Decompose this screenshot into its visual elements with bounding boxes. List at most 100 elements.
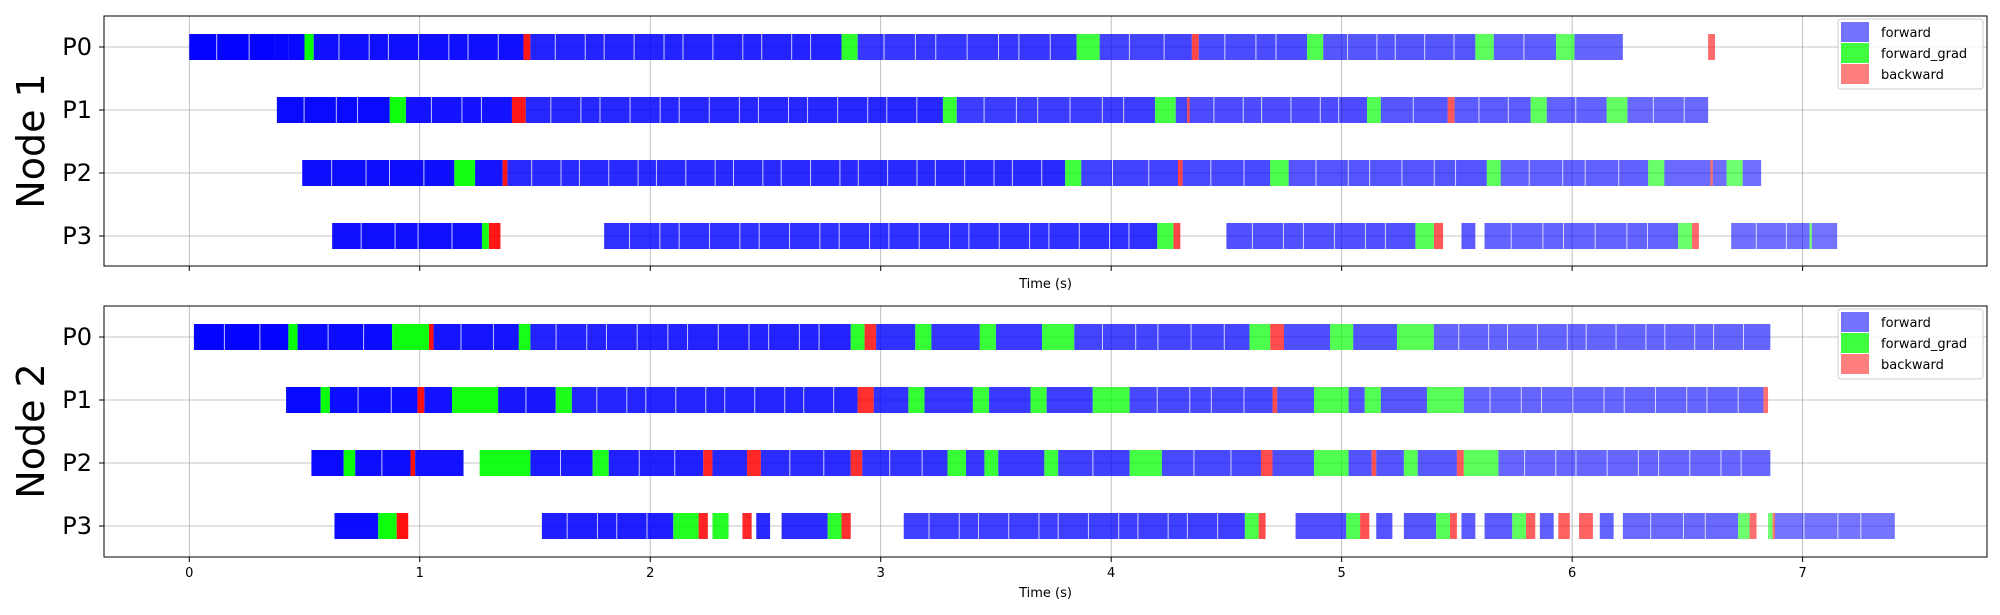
forward-bar [1433,324,1771,350]
forward-bar [1454,97,1531,123]
forward-bar [608,450,704,476]
forward-bar [1380,387,1427,413]
backward-bar [1270,324,1285,350]
backward-bar [742,513,752,539]
backward-bar [1178,160,1183,186]
forward-bar [311,450,344,476]
forward-bar [288,34,305,60]
legend-swatch-forward [1841,312,1869,332]
backward-bar [1258,513,1266,539]
backward-bar [1772,513,1775,539]
forward-bar [931,324,980,350]
forward_grad-bar [304,34,314,60]
forward_grad-bar [1157,223,1174,249]
forward_grad-bar [1486,160,1501,186]
backward-bar [698,513,708,539]
forward-bar [1546,97,1607,123]
forward_grad-bar [1330,324,1354,350]
forward-bar [1403,513,1437,539]
backward-bar [1449,513,1457,539]
forward_grad-bar [1044,450,1059,476]
forward-bar [1058,450,1130,476]
forward_grad-bar [1129,450,1162,476]
forward_grad-bar [1809,223,1812,249]
y-tick-label-p0: P0 [62,323,92,351]
forward_grad-bar [320,387,330,413]
forward-bar [433,324,519,350]
forward-bar [1461,513,1476,539]
panel-node-1: P0 P1 P2 P3 Time (s) Node 1 forward forward_gra… [9,15,1988,292]
backward-bar [1447,97,1455,123]
forward-bar [1198,34,1308,60]
forward_grad-bar [454,160,476,186]
forward_grad-bar [1042,324,1075,350]
x-tick-label: 7 [1798,566,1806,581]
backward-bar [1763,387,1769,413]
forward-bar [1484,223,1679,249]
forward-bar [1295,513,1347,539]
forward-bar [1712,160,1727,186]
legend-box [1837,308,1984,380]
backward-bar [1360,513,1370,539]
forward-bar [498,387,556,413]
forward-bar [873,387,909,413]
forward_grad-bar [1307,34,1324,60]
forward_grad-bar [1426,387,1464,413]
forward-bar [995,324,1043,350]
forward_grad-bar [518,324,531,350]
forward_grad-bar [947,450,966,476]
forward_grad-bar [1768,513,1773,539]
forward-bar [334,513,379,539]
forward-bar [1622,513,1739,539]
forward-bar [1348,387,1365,413]
forward-bar [571,387,858,413]
forward-bar [876,324,916,350]
forward_grad-bar [682,513,699,539]
plot-frame [103,305,1988,558]
backward-bar [1261,450,1273,476]
forward_grad-bar [1314,387,1349,413]
legend-swatch-forward [1841,22,1869,42]
panel-node-2: 0 1 2 3 4 5 6 7 P0 P1 P2 P3 Time (s) Node 2 forward for… [9,305,1988,601]
forward-bar [1323,34,1476,60]
forward_grad-bar [592,450,609,476]
forward_grad-bar [1244,513,1259,539]
backward-bar [1708,34,1716,60]
legend-label-forward-grad: forward_grad [1881,337,1967,352]
forward-bar [1380,97,1448,123]
legend-label-forward-grad: forward_grad [1881,47,1967,62]
legend-swatch-forward-grad [1841,43,1869,63]
forward_grad-bar [1270,160,1289,186]
backward-bar [511,97,526,123]
forward_grad-bar [555,387,572,413]
forward_grad-bar [1364,387,1381,413]
forward-bar [286,387,321,413]
forward_grad-bar [1030,387,1047,413]
y-tick-label-p3: P3 [62,222,92,250]
forward_grad-bar [827,513,842,539]
forward-bar [525,97,943,123]
forward-bar [541,513,674,539]
forward-bar [1376,513,1393,539]
x-tick-label: 3 [877,566,885,581]
legend-label-forward: forward [1881,26,1931,41]
backward-bar [1579,513,1593,539]
forward_grad-bar [1436,513,1450,539]
forward_grad-bar [972,387,990,413]
forward-bar [1484,513,1513,539]
x-tick-label: 5 [1338,566,1346,581]
forward-bar [276,97,390,123]
forward-bar [329,387,418,413]
x-tick-label: 6 [1568,566,1576,581]
backward-bar [857,387,874,413]
node-label: Node 1 [9,73,53,208]
forward-bar [712,450,748,476]
forward-bar [862,450,948,476]
forward-bar [415,450,464,476]
backward-bar [747,450,761,476]
forward_grad-bar [908,387,925,413]
forward-bar [355,450,411,476]
y-tick-label-p1: P1 [62,386,92,414]
backward-bar [1691,223,1699,249]
